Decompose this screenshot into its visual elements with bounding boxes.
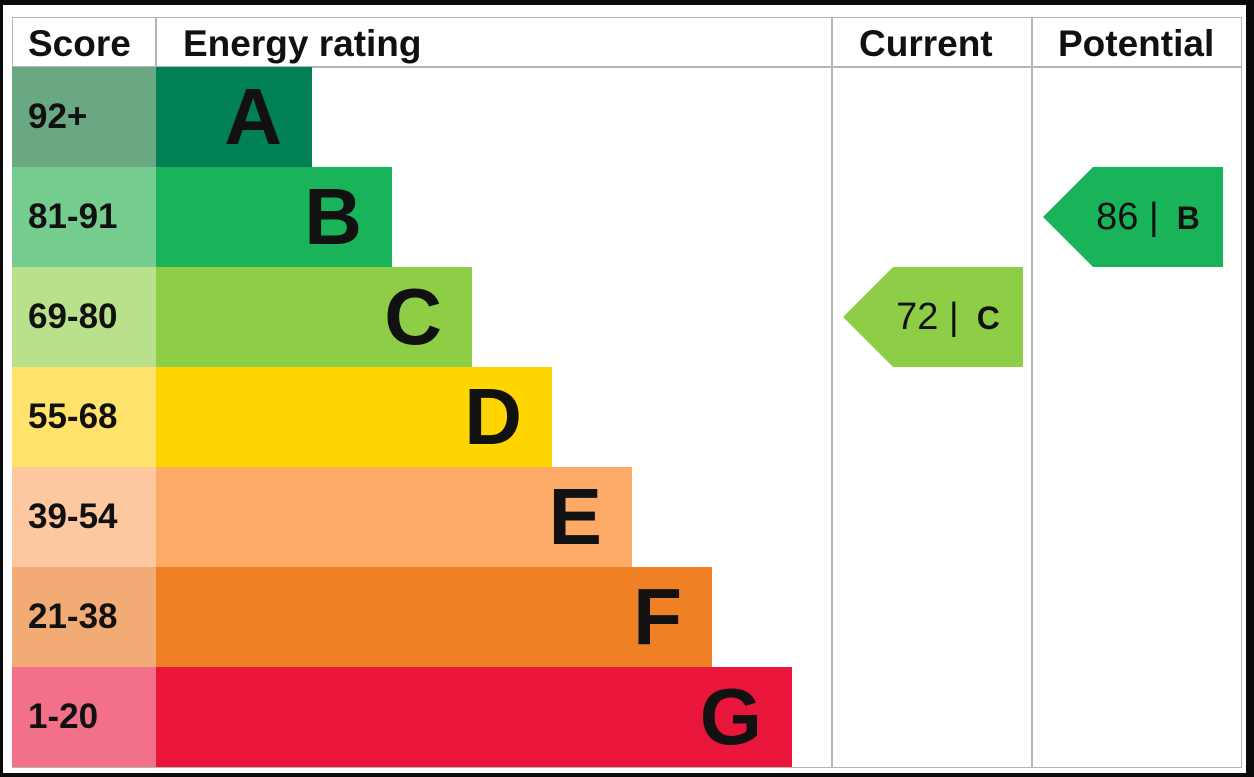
rating-bar-c: C <box>156 267 472 367</box>
rating-letter: D <box>464 372 522 461</box>
score-range-b: 81-91 <box>12 167 156 267</box>
rating-bar-d: D <box>156 367 552 467</box>
score-range-c: 69-80 <box>12 267 156 367</box>
potential-rating-arrow: 86 | B <box>1043 167 1223 267</box>
score-range-e: 39-54 <box>12 467 156 567</box>
score-range-a: 92+ <box>12 67 156 167</box>
rating-letter: F <box>633 572 682 661</box>
header-divider <box>12 66 1242 68</box>
header-potential: Potential <box>1058 23 1215 64</box>
potential-letter: B <box>1176 200 1200 236</box>
header-energy-rating: Energy rating <box>183 23 422 64</box>
rating-letter: A <box>224 72 282 161</box>
header-score: Score <box>28 23 131 64</box>
separator: | <box>1148 196 1159 238</box>
potential-score: 86 <box>1096 196 1139 238</box>
col-divider <box>1031 17 1033 768</box>
rating-letter: C <box>384 272 442 361</box>
score-range-d: 55-68 <box>12 367 156 467</box>
rating-bar-a: A <box>156 67 312 167</box>
rating-bar-f: F <box>156 567 712 667</box>
header-current: Current <box>859 23 993 64</box>
score-range-f: 21-38 <box>12 567 156 667</box>
rating-letter: G <box>699 672 762 761</box>
current-score: 72 <box>896 296 939 338</box>
col-divider <box>831 17 833 768</box>
rating-bar-b: B <box>156 167 392 267</box>
current-rating-arrow: 72 | C <box>843 267 1023 367</box>
score-range-g: 1-20 <box>12 667 156 767</box>
separator: | <box>948 296 959 338</box>
rating-letter: E <box>548 472 602 561</box>
rating-letter: B <box>304 172 362 261</box>
current-letter: C <box>976 300 1000 336</box>
rating-bar-e: E <box>156 467 632 567</box>
rating-bar-g: G <box>156 667 792 767</box>
